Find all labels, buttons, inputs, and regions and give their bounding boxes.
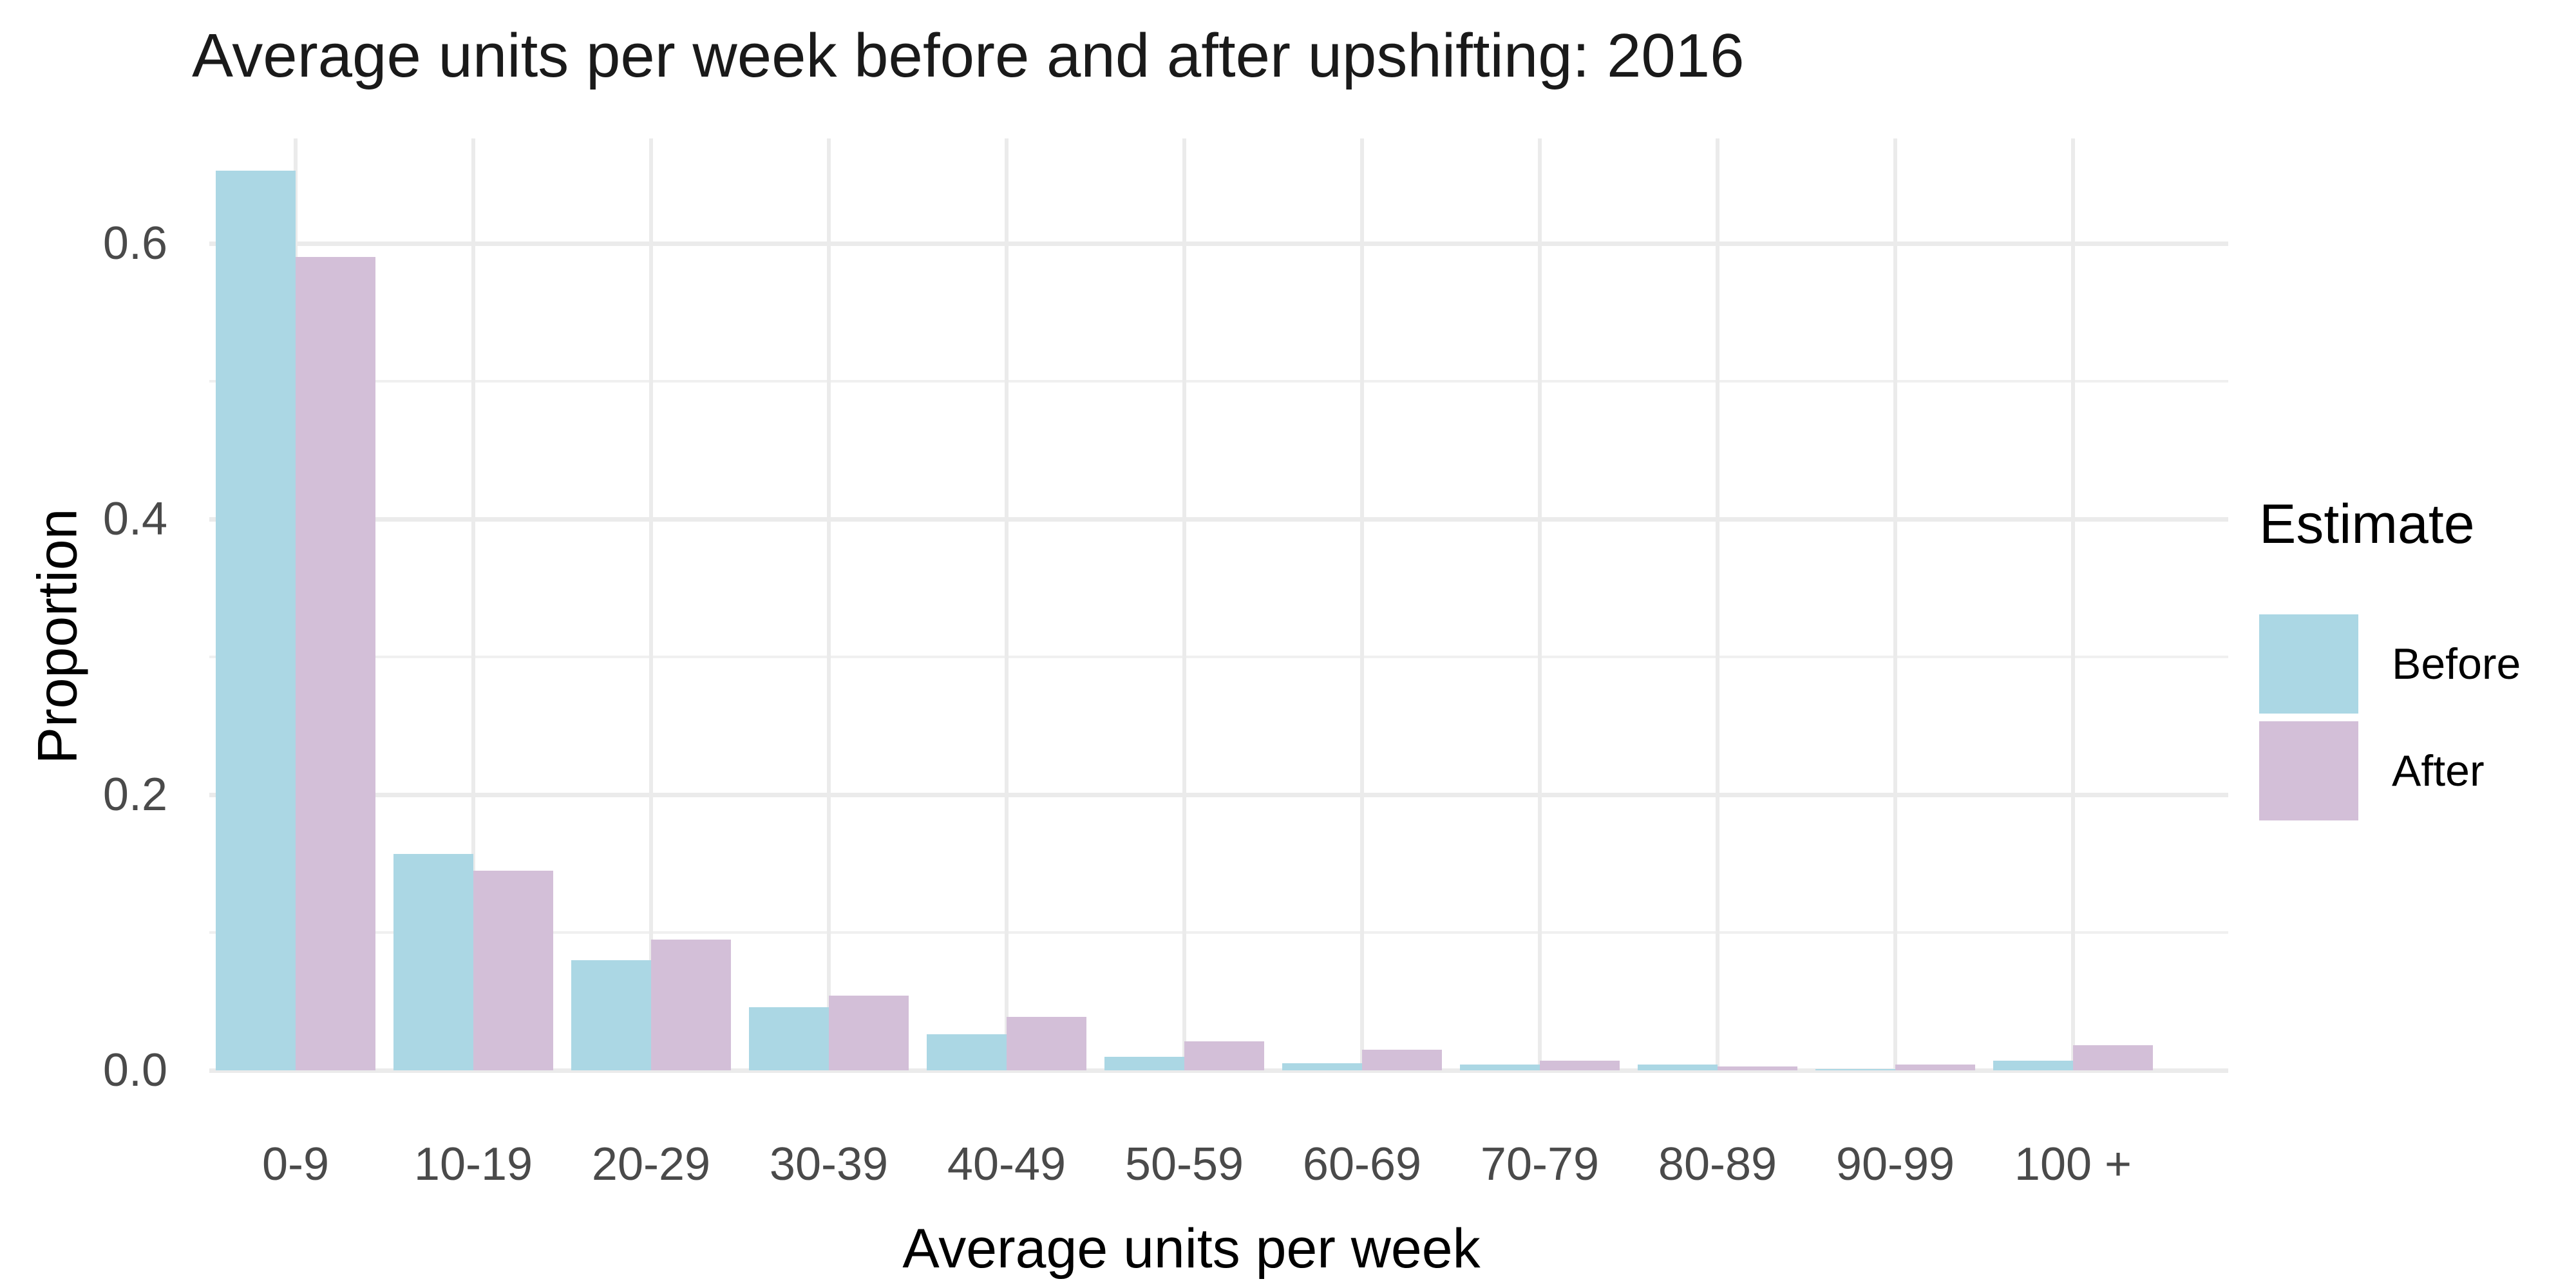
legend-key-after [2259,721,2358,820]
bar-after-0-9 [296,257,375,1070]
x-tick-label-80-89: 80-89 [1658,1139,1777,1190]
bar-before-10-19 [393,854,473,1070]
v-gridline [1360,138,1364,1070]
plot-panel [209,138,2228,1073]
bar-before-20-29 [571,960,651,1070]
bar-after-40-49 [1007,1017,1086,1070]
legend-key-before [2259,614,2358,714]
v-gridline [1182,138,1186,1070]
bar-before-70-79 [1460,1065,1540,1070]
x-tick-label-10-19: 10-19 [413,1139,533,1190]
h-gridline-0.6 [209,242,2228,246]
h-gridline-0.3 [209,656,2228,658]
bar-after-60-69 [1362,1050,1442,1070]
bar-before-60-69 [1282,1063,1362,1070]
chart-title: Average units per week before and after … [192,21,1745,90]
bar-before-100 + [1993,1061,2073,1070]
bar-after-90-99 [1895,1065,1975,1070]
y-tick-label-0.6: 0.6 [102,218,167,269]
bar-before-80-89 [1638,1065,1718,1070]
x-tick-label-20-29: 20-29 [591,1139,711,1190]
v-gridline [2071,138,2075,1070]
h-gridline-0.5 [209,380,2228,383]
bar-after-80-89 [1718,1066,1797,1070]
y-tick-label-0.0: 0.0 [102,1045,167,1096]
bar-after-30-39 [829,996,909,1070]
x-tick-label-100 +: 100 + [2014,1139,2132,1190]
v-gridline [827,138,831,1070]
bar-after-70-79 [1540,1061,1620,1070]
v-gridline [1893,138,1897,1070]
legend-title: Estimate [2259,493,2475,555]
v-gridline [649,138,653,1070]
legend-entries: Before After [2259,614,2521,820]
v-gridline [1716,138,1719,1070]
v-gridline [1005,138,1009,1070]
x-axis-title: Average units per week [902,1218,1481,1280]
y-axis-title: Proportion [26,508,89,764]
y-tick-label-0.2: 0.2 [102,769,167,820]
h-gridline-0.1 [209,931,2228,934]
bar-before-30-39 [749,1007,829,1070]
legend-label-before: Before [2392,639,2521,688]
legend-entry-before: Before [2259,614,2521,714]
v-gridline [1538,138,1542,1070]
x-tick-label-90-99: 90-99 [1835,1139,1955,1190]
bar-after-20-29 [651,940,731,1070]
x-tick-label-30-39: 30-39 [769,1139,889,1190]
x-tick-label-60-69: 60-69 [1302,1139,1422,1190]
bar-before-0-9 [216,171,296,1070]
h-gridline-0.4 [209,517,2228,522]
bar-after-100 + [2073,1045,2153,1070]
v-gridline [471,138,475,1070]
h-gridline-0.2 [209,793,2228,797]
x-tick-label-50-59: 50-59 [1124,1139,1244,1190]
h-gridline-0.0 [209,1068,2228,1073]
bar-before-90-99 [1815,1069,1895,1070]
bar-after-50-59 [1184,1041,1264,1070]
y-tick-label-0.4: 0.4 [102,493,167,545]
bar-before-40-49 [927,1034,1007,1070]
legend: Estimate Before After [2259,493,2521,828]
bar-before-50-59 [1104,1057,1184,1070]
bar-after-10-19 [473,871,553,1070]
legend-entry-after: After [2259,721,2521,820]
x-tick-label-70-79: 70-79 [1480,1139,1600,1190]
x-tick-label-0-9: 0-9 [261,1139,330,1190]
x-tick-label-40-49: 40-49 [947,1139,1066,1190]
legend-label-after: After [2392,746,2485,795]
